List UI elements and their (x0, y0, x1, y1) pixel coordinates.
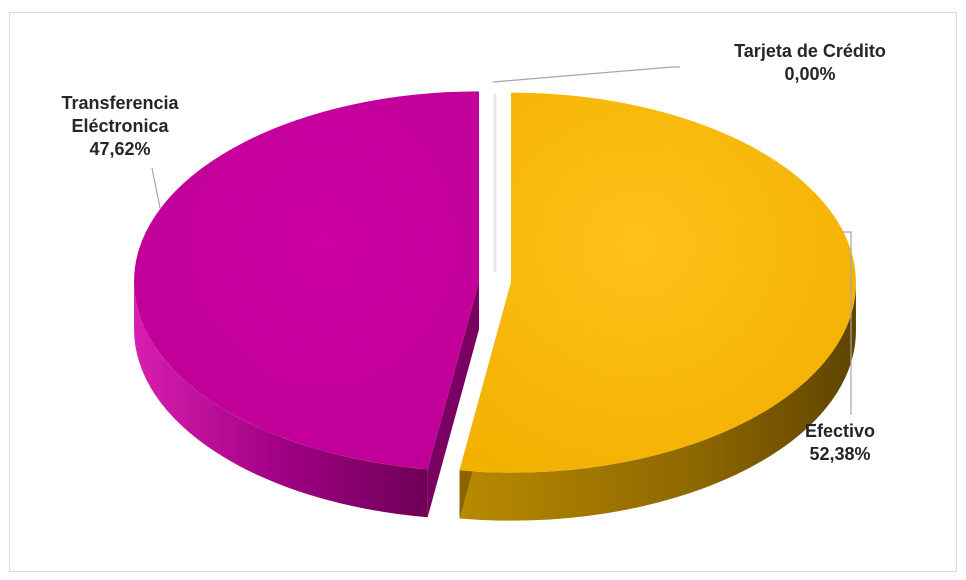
label-tarjeta-pct: 0,00% (784, 64, 836, 84)
label-transferencia-pct: 47,62% (89, 139, 151, 159)
label-transferencia-line2: Eléctronica (71, 116, 169, 136)
slice-efectivo (459, 92, 856, 473)
label-transferencia: Transferencia Eléctronica 47,62% (30, 92, 210, 161)
label-transferencia-line1: Transferencia (61, 93, 179, 113)
slice-side-transferencia-el-ctronica (134, 281, 428, 518)
leader-transferencia (151, 167, 161, 209)
leader-efectivo (843, 231, 852, 415)
slice-cut-transferencia-el-ctronica (427, 281, 480, 518)
label-tarjeta: Tarjeta de Crédito 0,00% (690, 40, 930, 86)
label-efectivo: Efectivo 52,38% (770, 420, 910, 466)
label-efectivo-pct: 52,38% (809, 444, 871, 464)
slice-transferencia-el-ctronica (134, 91, 480, 470)
leader-tarjeta (492, 66, 680, 83)
label-efectivo-line1: Efectivo (804, 421, 876, 441)
label-tarjeta-line1: Tarjeta de Crédito (734, 41, 886, 61)
slice-side-efectivo (459, 282, 856, 521)
